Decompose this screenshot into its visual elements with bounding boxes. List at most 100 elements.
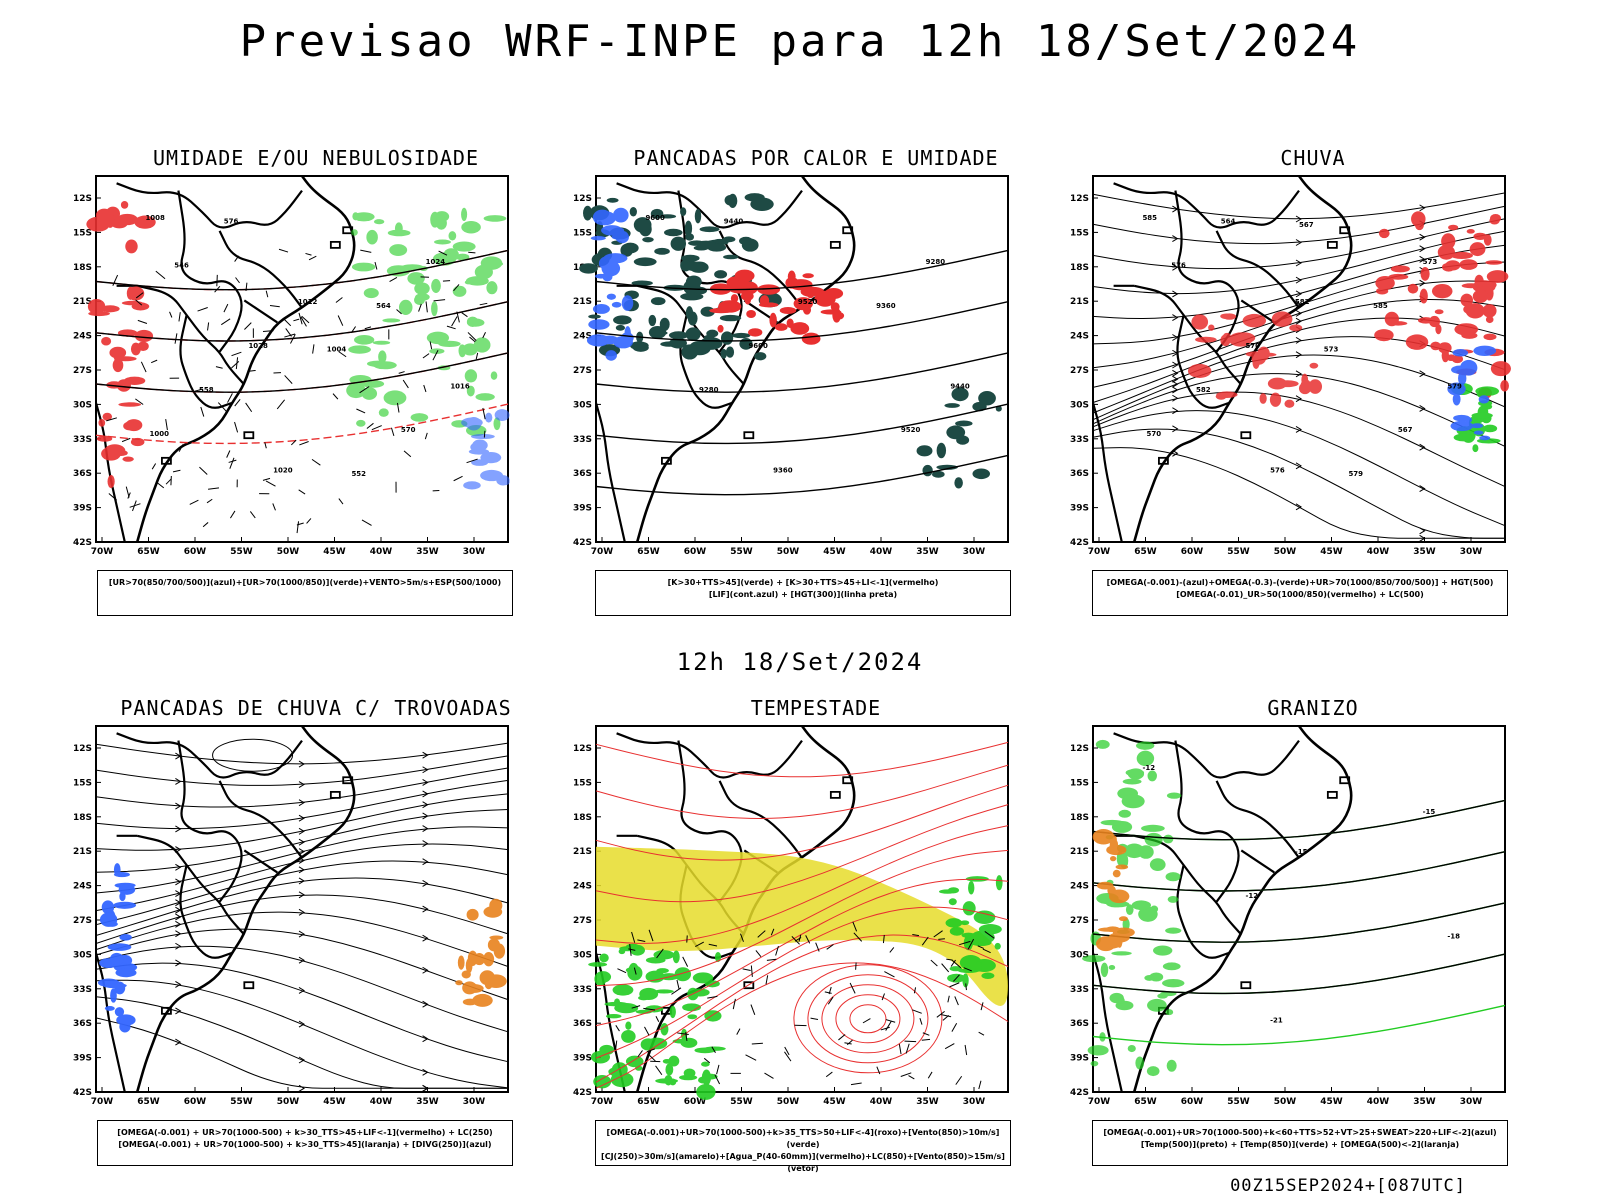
green-instability-cell [750,197,774,211]
country-border [1240,849,1275,874]
green-instability-cell [630,341,649,351]
wind-vector [283,319,292,327]
lon-tick-label: 40W [370,547,393,557]
green-wind-east-cell [960,920,970,926]
contour-label: 1020 [273,466,293,474]
wind-vector [682,956,689,967]
lon-tick-label: 50W [277,1097,300,1107]
lon-tick-label: 35W [1413,1097,1436,1107]
blue-divergence-cell [104,1006,115,1011]
red-instability-cell [803,305,812,315]
wind-vector [930,959,938,967]
wind-vector [290,334,296,344]
contour-line [595,403,1009,445]
lon-tick-label: 60W [1181,1097,1204,1107]
green-wind-cell [704,1010,722,1022]
wind-vector [359,386,370,394]
wind-vector [908,1075,915,1080]
green-temp-cell [1090,1060,1099,1067]
red-rain-cell [1419,288,1428,304]
red-rain-south-cell [1220,334,1231,347]
wind-vector [374,261,378,270]
wind-vector [284,333,296,338]
lon-tick-label: 65W [137,1097,160,1107]
red-humidity-cell [95,208,113,223]
lat-tick-label: 21S [573,847,592,857]
green-humidity-cell [461,207,468,222]
wind-vector [750,1004,756,1016]
streamline-arrow [175,878,182,886]
contour-label: 1028 [248,342,268,350]
red-rain-south-cell [1309,362,1319,369]
wind-vector [231,351,242,357]
wind-vector [235,277,240,284]
streamline-arrow [1172,449,1179,457]
wind-vector [296,522,304,526]
wind-vector [249,511,256,519]
lat-tick-label: 27S [73,366,92,376]
red-rain-south-cell [1259,393,1267,404]
contour-line [595,249,1009,291]
green-humidity-cell [415,293,430,301]
legend-line: [OMEGA(-0.001) + UR>70(1000-500) + k>30_… [118,1140,492,1149]
wind-vector [959,940,971,946]
contour-label: 1016 [450,382,470,390]
contour-label: 9280 [926,258,946,266]
wind-vector [135,398,144,405]
streamline-arrow [422,1084,429,1092]
wind-vector [919,1018,923,1025]
streamline [1092,447,1505,539]
green-wind-cell [588,962,608,967]
wind-vector [765,975,769,985]
green-wind-east-cell [945,918,963,928]
streamline-arrow [298,781,305,788]
panel-title: UMIDADE E/OU NEBULOSIDADE [152,146,480,170]
red-instability-cell [779,307,797,314]
red-rain-south-cell [1187,363,1212,378]
green-instability-east-cell [922,464,933,477]
green-wind-cell [605,1013,622,1019]
red-rain-cell [1376,287,1389,295]
streamline-loop [793,964,943,1074]
red-humidity-cell [112,358,124,373]
wind-vector [921,936,929,946]
contour-label: 9360 [876,302,896,310]
green-temp-cell [1111,951,1132,956]
contour-label: 582 [1295,298,1310,306]
red-rain-south-cell [1269,392,1282,407]
wind-vector [433,299,446,302]
lifted-index-cell [611,234,626,240]
red-rain-cell [1460,293,1474,307]
lifted-index-cell [611,301,622,308]
wind-vector [272,503,276,511]
wind-vector [178,312,181,322]
wind-vector [766,958,777,961]
streamline-arrow [1295,259,1302,267]
streamline [1092,428,1505,539]
wind-vector [944,1043,955,1050]
red-rain-south-cell [1298,382,1312,395]
streamline-arrow [175,980,182,988]
streamline [95,979,509,1089]
streamline [1092,218,1506,270]
orange-omega-cell [1112,869,1121,878]
green-instability-cell [723,254,739,260]
green-wind-cell [639,987,659,1001]
blue-rain [1447,345,1497,441]
green-instability-east-cell [951,387,969,402]
contour-label: -12 [1142,764,1155,772]
streamline-arrow [298,908,305,916]
lat-tick-label: 15S [1070,778,1089,788]
red-instability [709,269,845,345]
wind-vector [456,311,460,323]
lon-tick-label: 55W [230,1097,253,1107]
lon-tick-label: 40W [1367,547,1390,557]
pressure-line [95,249,509,393]
streamline-arrow [1172,334,1179,341]
wind-vector [695,941,705,947]
red-humidity-cell [116,213,138,226]
valid-time-subtitle: 12h 18/Set/2024 [676,648,924,676]
run-info: 00Z15SEP2024+[087UTC] [1230,1176,1466,1196]
